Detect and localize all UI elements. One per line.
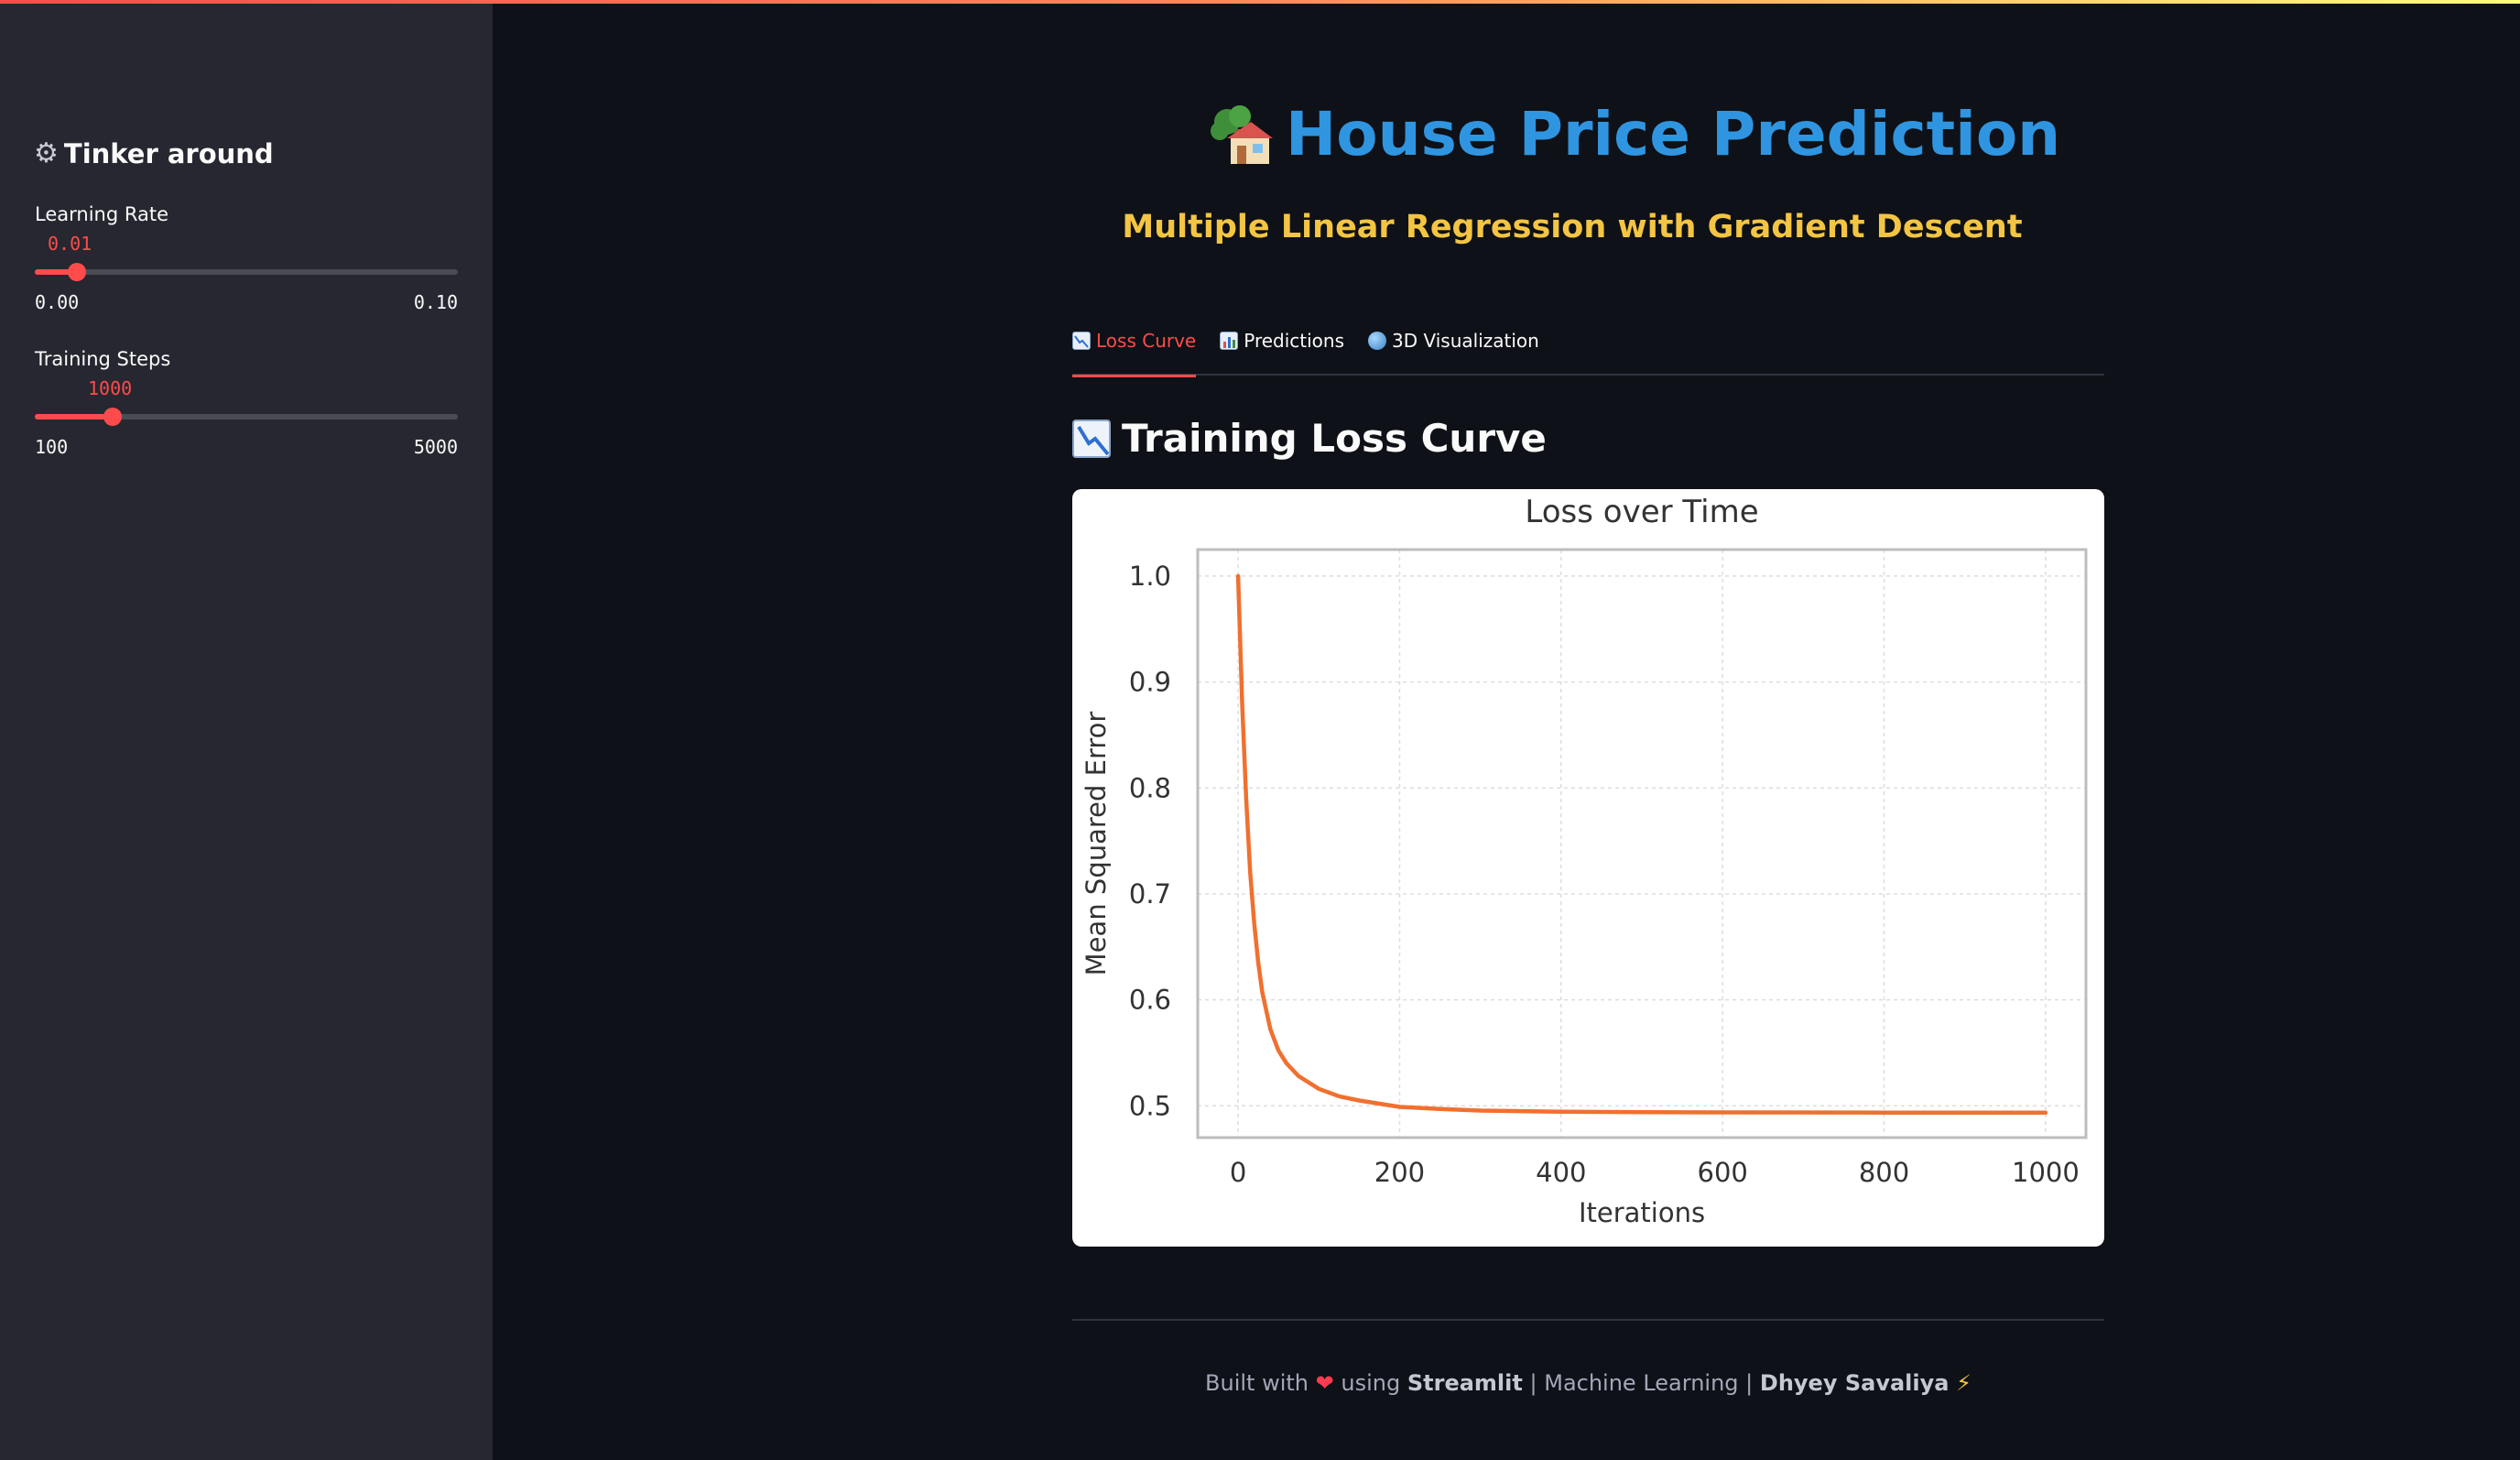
training-steps-label: Training Steps	[35, 348, 171, 370]
x-axis-label: Iterations	[1579, 1197, 1705, 1228]
tab-3d-visualization[interactable]: 3D Visualization	[1368, 326, 1539, 376]
chart-title: Loss over Time	[1525, 494, 1758, 530]
footer: Built with ❤ using Streamlit | Machine L…	[1072, 1370, 2104, 1396]
tab-loss-curve-label: Loss Curve	[1096, 330, 1197, 352]
learning-rate-min: 0.00	[35, 291, 80, 313]
footer-separator-2: |	[1745, 1370, 1754, 1396]
loss-chart-card: 0.5 0.6 0.7 0.8 0.9 1.0 0 200 400 600 800 1000 Los…	[1072, 489, 2104, 1247]
learning-rate-slider[interactable]	[35, 263, 458, 281]
y-tick-labels: 0.5 0.6 0.7 0.8 0.9 1.0	[1129, 561, 1171, 1121]
footer-separator-1: |	[1529, 1370, 1537, 1396]
sidebar-header: ⚙ Tinker around	[34, 137, 274, 169]
sidebar-header-text: Tinker around	[63, 137, 274, 169]
training-steps-min: 100	[35, 436, 69, 458]
learning-rate-slider-fill	[35, 269, 78, 275]
training-steps-slider-thumb[interactable]	[103, 408, 122, 426]
learning-rate-slider-thumb[interactable]	[68, 263, 87, 281]
footer-framework: Streamlit	[1407, 1370, 1523, 1396]
x-tick-label: 600	[1698, 1157, 1748, 1188]
x-tick-label: 800	[1859, 1157, 1909, 1188]
plot-area-frame	[1196, 548, 2088, 1139]
x-tick-label: 400	[1536, 1157, 1586, 1188]
loss-series-line	[1235, 573, 2048, 1116]
lightning-icon: ⚡	[1956, 1370, 1971, 1396]
learning-rate-max: 0.10	[413, 291, 458, 313]
y-tick-label: 0.7	[1129, 878, 1171, 910]
footer-divider	[1072, 1319, 2104, 1321]
y-tick-label: 0.9	[1129, 667, 1171, 698]
chart-decreasing-icon	[1072, 419, 1111, 458]
y-tick-label: 0.5	[1129, 1090, 1171, 1121]
heart-icon: ❤	[1315, 1370, 1334, 1396]
training-steps-slider-fill	[35, 414, 113, 419]
y-tick-label: 0.6	[1129, 985, 1171, 1016]
footer-using: using	[1341, 1370, 1401, 1396]
chart-grid	[1198, 550, 2086, 1138]
page-subtitle: Multiple Linear Regression with Gradient…	[1122, 209, 2023, 245]
training-steps-slider-block: Training Steps 1000 100 5000	[35, 348, 458, 458]
footer-built-with: Built with	[1205, 1370, 1309, 1396]
training-steps-value: 1000	[88, 377, 133, 399]
footer-author: Dhyey Savaliya	[1759, 1370, 1950, 1396]
training-steps-max: 5000	[413, 436, 458, 458]
tab-predictions[interactable]: Predictions	[1220, 326, 1344, 376]
tab-3d-visualization-label: 3D Visualization	[1392, 330, 1539, 352]
house-with-tree-icon	[1211, 104, 1273, 164]
loss-chart: 0.5 0.6 0.7 0.8 0.9 1.0 0 200 400 600 800 1000 Los…	[1081, 494, 2088, 1228]
training-steps-slider[interactable]	[35, 408, 458, 426]
x-tick-labels: 0 200 400 600 800 1000	[1230, 1157, 2080, 1188]
learning-rate-slider-block: Learning Rate 0.01 0.00 0.10	[35, 203, 458, 313]
bar-chart-icon	[1220, 332, 1239, 350]
page-title: House Price Prediction	[1207, 99, 2060, 169]
learning-rate-label: Learning Rate	[35, 203, 168, 225]
section-title-text: Training Loss Curve	[1122, 416, 1547, 461]
learning-rate-value: 0.01	[48, 233, 92, 255]
x-tick-label: 0	[1230, 1157, 1246, 1188]
tab-bar: Loss Curve Predictions 3D Visualization	[1072, 326, 2104, 377]
globe-icon	[1368, 332, 1387, 350]
y-axis-label: Mean Squared Error	[1081, 712, 1112, 976]
tab-loss-curve[interactable]: Loss Curve	[1072, 326, 1197, 377]
chart-decreasing-icon	[1072, 332, 1091, 350]
top-decoration-bar	[0, 0, 2520, 4]
title-text: House Price Prediction	[1286, 99, 2061, 169]
x-tick-label: 1000	[2012, 1157, 2080, 1188]
gear-icon: ⚙	[34, 137, 59, 169]
y-tick-label: 0.8	[1129, 772, 1171, 803]
x-tick-label: 200	[1374, 1157, 1425, 1188]
sidebar: ⚙ Tinker around Learning Rate 0.01 0.00 …	[0, 0, 493, 1460]
tab-predictions-label: Predictions	[1244, 330, 1345, 352]
footer-topic: Machine Learning	[1544, 1370, 1739, 1396]
y-tick-label: 1.0	[1129, 561, 1171, 592]
section-title: Training Loss Curve	[1072, 416, 1547, 461]
